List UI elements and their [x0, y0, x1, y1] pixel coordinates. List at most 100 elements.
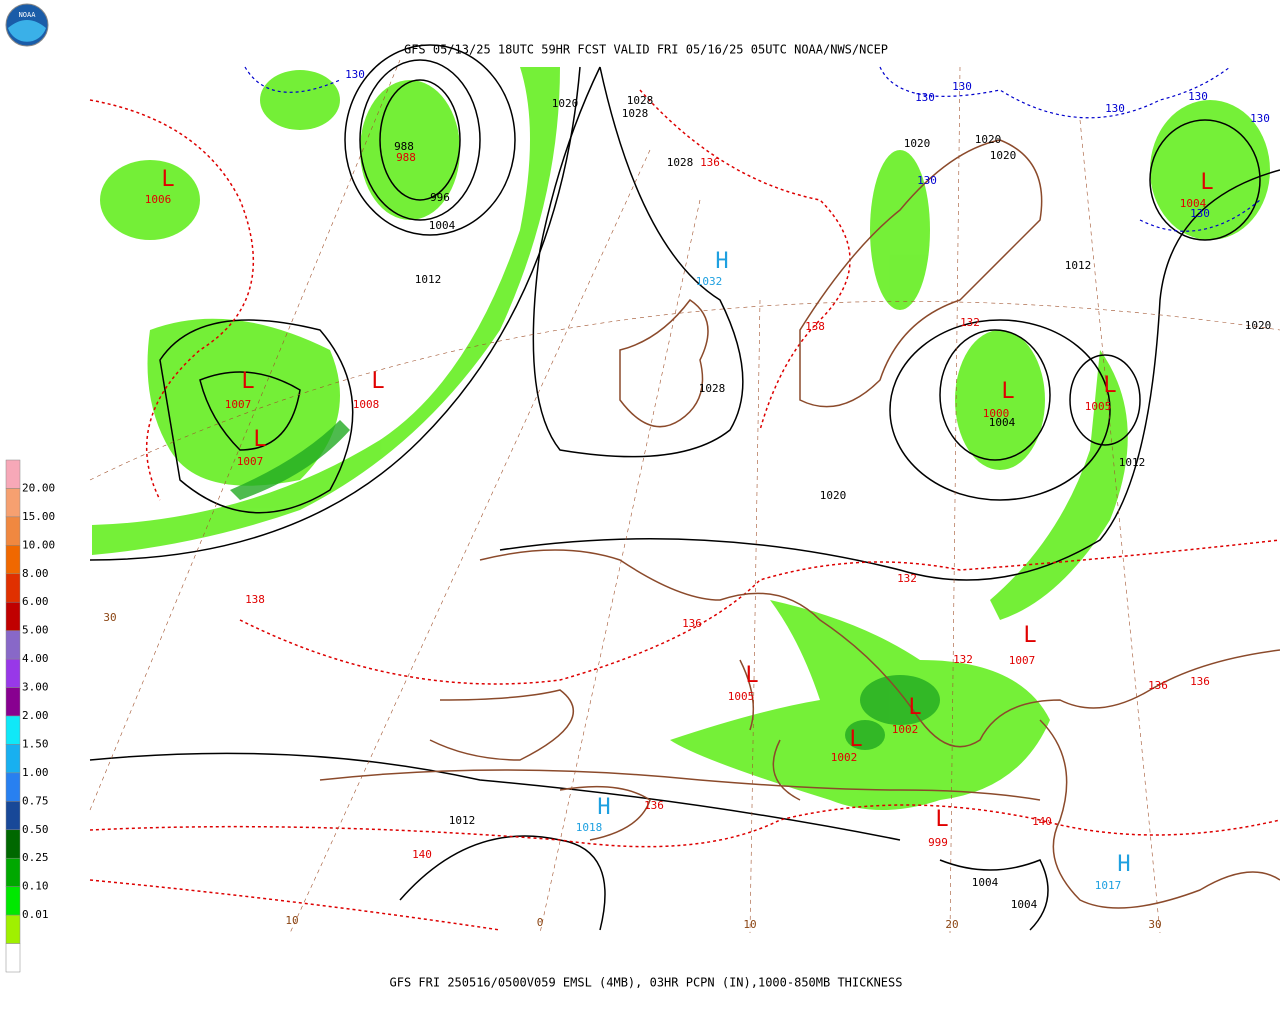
- contour-label: 1008: [353, 398, 380, 411]
- contour-label: 132: [897, 572, 917, 585]
- legend-label: 4.00: [22, 652, 49, 665]
- contour-label: 136: [1190, 675, 1210, 688]
- pressure-center: L: [241, 369, 254, 394]
- pressure-center: L: [253, 427, 266, 452]
- pressure-center: L: [745, 663, 758, 688]
- contour-label: 988: [394, 140, 414, 153]
- contour-label: 1002: [831, 751, 858, 764]
- contour-label: 1032: [696, 275, 723, 288]
- legend-label: 15.00: [22, 510, 55, 523]
- legend-label: 5.00: [22, 624, 49, 637]
- contour-label: 130: [915, 91, 935, 104]
- contour-label: 10: [285, 914, 298, 927]
- legend-label: 0.01: [22, 908, 49, 921]
- pressure-center: L: [908, 695, 921, 720]
- contour-label: 1020: [904, 137, 931, 150]
- contour-label: 130: [952, 80, 972, 93]
- pressure-center: H: [715, 249, 728, 274]
- legend-swatch: [5, 573, 21, 603]
- contour-label: 130: [345, 68, 365, 81]
- contour-label: 1020: [820, 489, 847, 502]
- pressure-center: H: [597, 795, 610, 820]
- contour-label: 1028: [627, 94, 654, 107]
- contour-label: 1028: [622, 107, 649, 120]
- contour-label: 1005: [1085, 400, 1112, 413]
- contour-label: 996: [430, 191, 450, 204]
- legend-swatch: [5, 658, 21, 688]
- contour-label: 130: [1250, 112, 1270, 125]
- legend-label: 20.00: [22, 481, 55, 494]
- contour-label: 1012: [449, 814, 476, 827]
- logo-text: NOAA: [19, 11, 37, 19]
- legend-swatch: [5, 516, 21, 546]
- pressure-center: L: [849, 727, 862, 752]
- contour-label: 132: [960, 316, 980, 329]
- legend-swatch: [5, 601, 21, 631]
- map-title: GFS 05/13/25 18UTC 59HR FCST VALID FRI 0…: [404, 43, 888, 57]
- legend-label: 0.25: [22, 851, 49, 864]
- legend-swatch: [5, 488, 21, 518]
- legend-swatch: [5, 943, 21, 973]
- contour-label: 30: [1148, 918, 1161, 931]
- contour-label: 136: [1148, 679, 1168, 692]
- contour-label: 140: [1032, 815, 1052, 828]
- legend-swatch: [5, 715, 21, 745]
- legend-label: 0.10: [22, 880, 49, 893]
- legend-label: 3.00: [22, 681, 49, 694]
- contour-label: 20: [945, 918, 958, 931]
- contour-label: 1020: [975, 133, 1002, 146]
- contour-label: 1012: [1119, 456, 1146, 469]
- contour-label: 136: [682, 617, 702, 630]
- contour-label: 1005: [728, 690, 755, 703]
- contour-label: 0: [537, 916, 544, 929]
- contour-label: 1012: [1065, 259, 1092, 272]
- contour-label: 1020: [552, 97, 579, 110]
- contour-label: 1018: [576, 821, 603, 834]
- legend-swatch: [5, 630, 21, 660]
- contour-label: 1000: [983, 407, 1010, 420]
- contour-label: 30: [103, 611, 116, 624]
- legend-swatch: [5, 545, 21, 575]
- contour-label: 1007: [237, 455, 264, 468]
- contour-label: 1020: [990, 149, 1017, 162]
- legend-swatch: [5, 886, 21, 916]
- precip-heavy: [230, 420, 940, 750]
- pressure-center: L: [1001, 379, 1014, 404]
- pressure-center: L: [1023, 623, 1036, 648]
- contour-label: 1004: [972, 876, 999, 889]
- legend-label: 0.75: [22, 794, 49, 807]
- legend-label: 10.00: [22, 538, 55, 551]
- legend-swatch: [5, 801, 21, 831]
- logo: NOAA: [5, 3, 49, 47]
- contour-label: 140: [412, 848, 432, 861]
- map-area: [89, 44, 1280, 934]
- precip-areas: [92, 67, 1270, 810]
- legend-swatch: [5, 914, 21, 944]
- pressure-center: L: [1200, 170, 1213, 195]
- contour-label: 1012: [415, 273, 442, 286]
- contour-label: 999: [928, 836, 948, 849]
- pressure-center: H: [1117, 852, 1130, 877]
- legend-swatch: [5, 857, 21, 887]
- contour-label: 1020: [1245, 319, 1272, 332]
- logo-wave: [8, 20, 46, 42]
- contour-label: 1004: [1011, 898, 1038, 911]
- coastlines: [319, 139, 1280, 909]
- contour-label: 1028: [699, 382, 726, 395]
- pressure-center: L: [1103, 373, 1116, 398]
- contour-label: 1007: [225, 398, 252, 411]
- legend-swatch: [5, 829, 21, 859]
- contour-label: 130: [917, 174, 937, 187]
- pressure-center: L: [371, 369, 384, 394]
- pressure-center: L: [935, 807, 948, 832]
- contour-label: 136: [644, 799, 664, 812]
- contour-label: 130: [1188, 90, 1208, 103]
- contour-label: 1006: [145, 193, 172, 206]
- contour-label: 138: [245, 593, 265, 606]
- contour-label: 10: [743, 918, 756, 931]
- contour-label: 130: [1105, 102, 1125, 115]
- contour-label: 1004: [429, 219, 456, 232]
